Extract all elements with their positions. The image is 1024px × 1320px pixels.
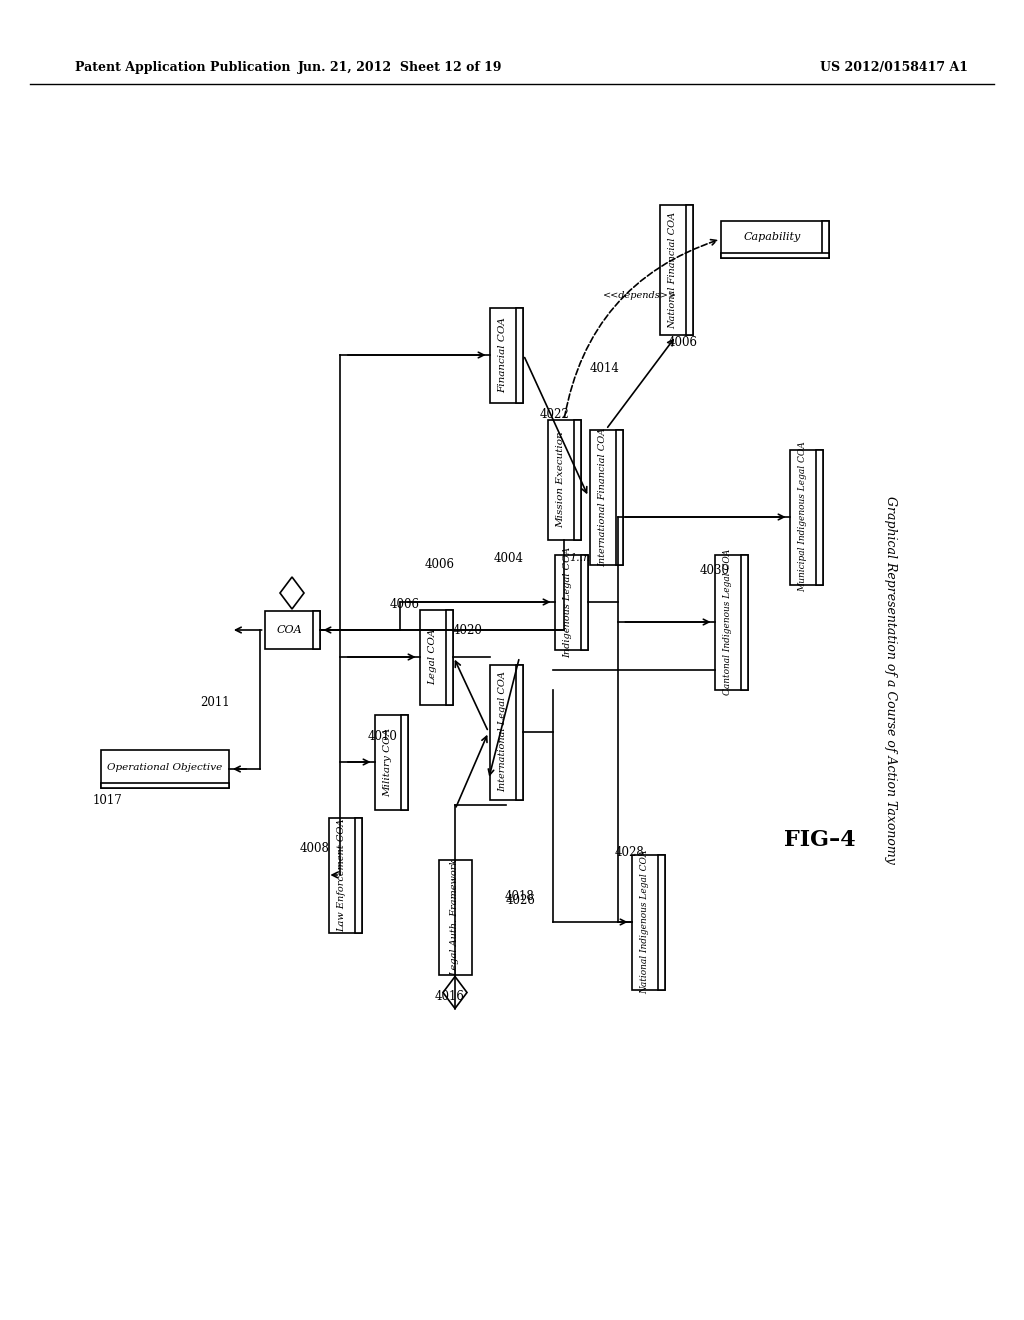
Text: Indigenous Legal COA: Indigenous Legal COA (563, 546, 572, 657)
Text: 2011: 2011 (200, 696, 229, 709)
Text: National Indigenous Legal COA: National Indigenous Legal COA (640, 850, 649, 994)
Text: 4018: 4018 (505, 891, 535, 903)
Bar (548, 420, 581, 540)
Text: 4008: 4008 (300, 842, 330, 854)
Bar (615, 429, 623, 565)
Bar (715, 554, 748, 689)
Text: Operational Objective: Operational Objective (108, 763, 222, 771)
Text: Military COA: Military COA (384, 727, 392, 796)
Bar (721, 252, 829, 257)
Text: 1017: 1017 (93, 793, 123, 807)
Text: National Financial COA: National Financial COA (669, 211, 678, 329)
Text: 4010: 4010 (368, 730, 398, 743)
Text: US 2012/0158417 A1: US 2012/0158417 A1 (820, 62, 968, 74)
Text: Jun. 21, 2012  Sheet 12 of 19: Jun. 21, 2012 Sheet 12 of 19 (298, 62, 502, 74)
Text: COA: COA (276, 624, 302, 635)
Bar (573, 420, 581, 540)
Bar (312, 611, 319, 649)
Text: 4030: 4030 (700, 564, 730, 577)
Bar (815, 450, 822, 585)
Bar (657, 854, 665, 990)
Text: Graphical Representation of a Course of Action Taxonomy: Graphical Representation of a Course of … (884, 496, 896, 863)
Bar (721, 220, 829, 257)
Text: Mission Execution: Mission Execution (556, 432, 565, 528)
Bar (740, 554, 748, 689)
Text: 4006: 4006 (390, 598, 420, 611)
Bar (590, 429, 623, 565)
Bar (400, 714, 408, 809)
Bar (445, 610, 453, 705)
Text: Municipal Indigenous Legal COA: Municipal Indigenous Legal COA (799, 442, 808, 593)
Bar (101, 750, 229, 788)
Text: Patent Application Publication: Patent Application Publication (75, 62, 291, 74)
Text: 4022: 4022 (540, 408, 569, 421)
Bar (101, 783, 229, 788)
Text: 4006: 4006 (668, 335, 698, 348)
Text: 4020: 4020 (453, 623, 483, 636)
Bar (489, 308, 522, 403)
Bar (685, 205, 692, 335)
Text: Capability: Capability (743, 232, 801, 242)
Text: Legal COA: Legal COA (428, 628, 437, 685)
Text: Cantonal Indigenous Legal COA: Cantonal Indigenous Legal COA (724, 549, 732, 696)
Text: 4006: 4006 (425, 558, 455, 572)
Text: <<depends>>: <<depends>> (603, 290, 677, 300)
Text: 4014: 4014 (590, 362, 620, 375)
Text: 4028: 4028 (615, 846, 645, 858)
Bar (354, 817, 361, 932)
Text: Legal Auth. Framework: Legal Auth. Framework (451, 858, 460, 975)
Bar (515, 308, 522, 403)
Text: 1..n: 1..n (569, 553, 590, 564)
Bar (375, 714, 408, 809)
Bar (581, 554, 588, 649)
Bar (790, 450, 822, 585)
Bar (489, 664, 522, 800)
Text: International Financial COA: International Financial COA (598, 428, 607, 566)
Bar (555, 554, 588, 649)
Text: Financial COA: Financial COA (499, 317, 508, 393)
Bar (264, 611, 319, 649)
Bar (659, 205, 692, 335)
Text: International Legal COA: International Legal COA (499, 672, 508, 792)
Text: Law Enforcement COA: Law Enforcement COA (338, 818, 346, 932)
Bar (420, 610, 453, 705)
Text: 4026: 4026 (506, 894, 536, 907)
Bar (438, 859, 471, 974)
Text: FIG–4: FIG–4 (784, 829, 856, 851)
Text: 4004: 4004 (494, 552, 524, 565)
Bar (329, 817, 361, 932)
Bar (822, 220, 829, 257)
Text: 4016: 4016 (435, 990, 465, 1003)
Bar (515, 664, 522, 800)
Bar (632, 854, 665, 990)
